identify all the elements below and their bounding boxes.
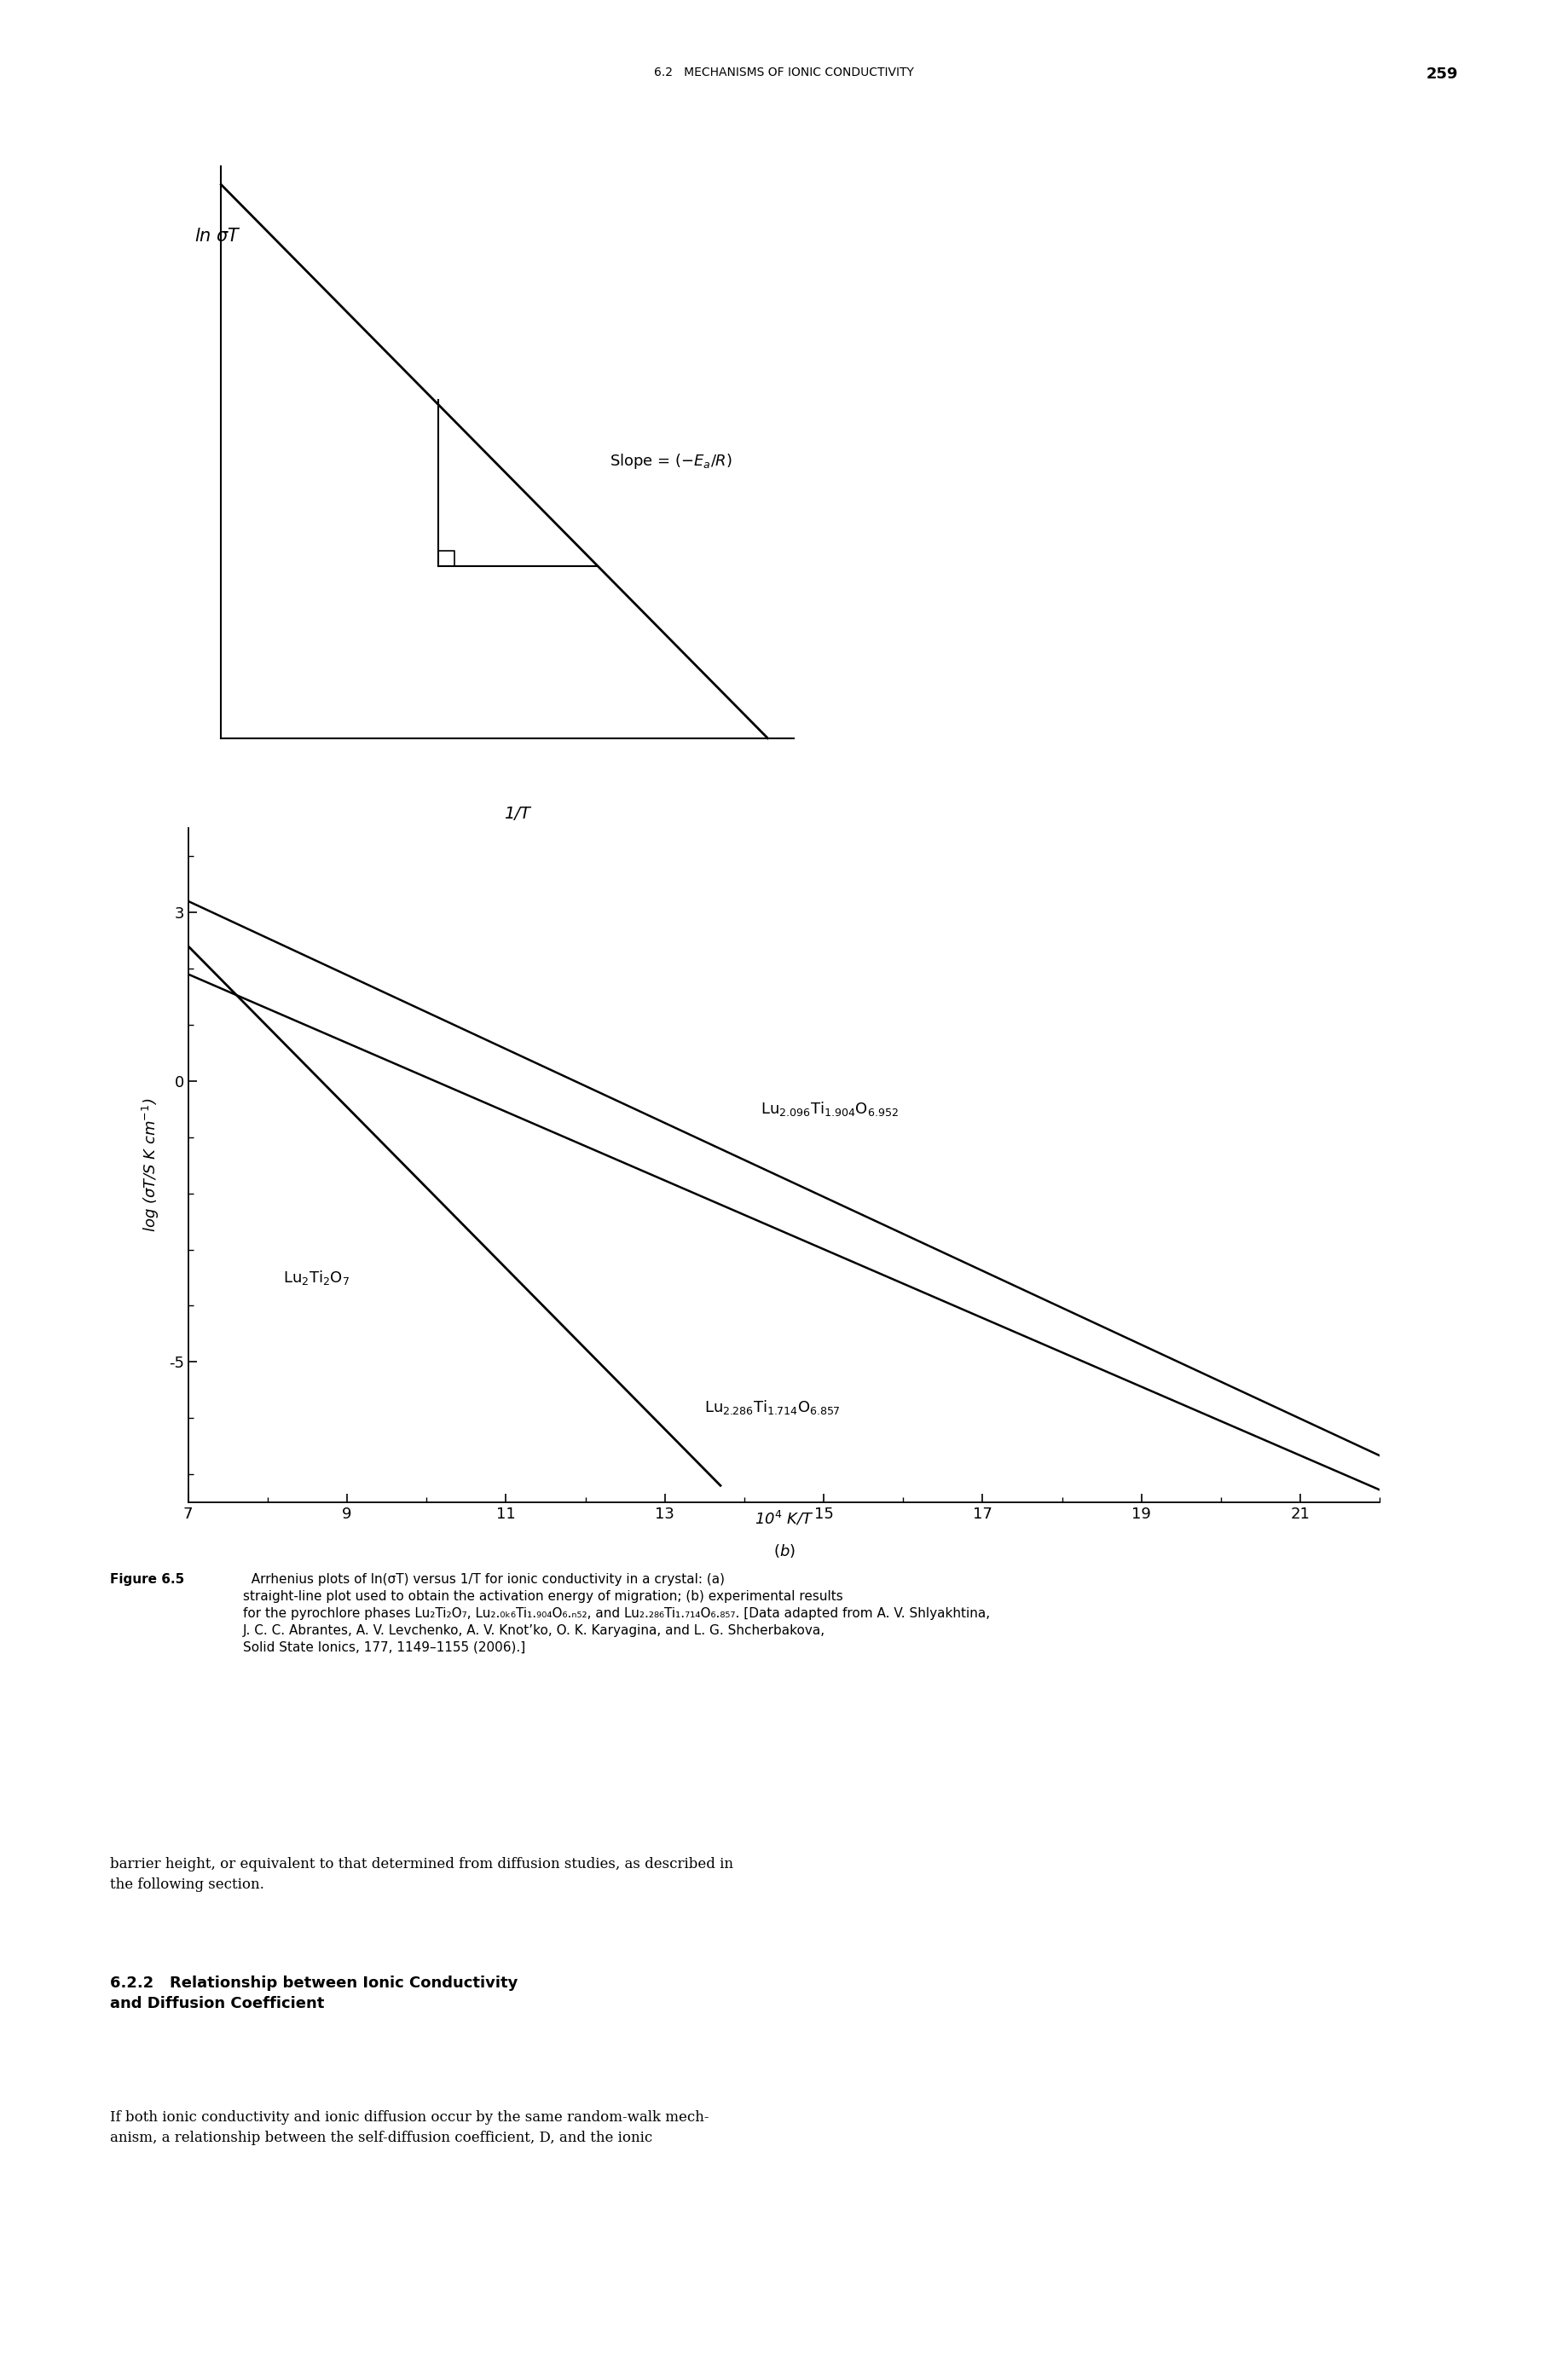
Text: Figure 6.5: Figure 6.5 <box>110 1573 183 1585</box>
Text: ln $\sigma$T: ln $\sigma$T <box>194 227 241 244</box>
Text: Lu$_2$Ti$_2$O$_7$: Lu$_2$Ti$_2$O$_7$ <box>284 1268 350 1287</box>
Text: Lu$_{2.096}$Ti$_{1.904}$O$_{6.952}$: Lu$_{2.096}$Ti$_{1.904}$O$_{6.952}$ <box>760 1100 898 1119</box>
Text: 1/T: 1/T <box>505 807 530 821</box>
Text: 10$^4$ K/T: 10$^4$ K/T <box>754 1510 814 1528</box>
Text: If both ionic conductivity and ionic diffusion occur by the same random-walk mec: If both ionic conductivity and ionic dif… <box>110 2110 709 2146</box>
Text: Slope = ($-E_a/R$): Slope = ($-E_a/R$) <box>610 452 732 471</box>
Text: $(b)$: $(b)$ <box>773 1543 795 1559</box>
Text: (a): (a) <box>506 854 528 871</box>
Text: Arrhenius plots of ln(σT) versus 1/T for ionic conductivity in a crystal: (a)
st: Arrhenius plots of ln(σT) versus 1/T for… <box>243 1573 989 1654</box>
Text: 6.2   MECHANISMS OF IONIC CONDUCTIVITY: 6.2 MECHANISMS OF IONIC CONDUCTIVITY <box>654 66 914 78</box>
Text: 259: 259 <box>1427 66 1458 80</box>
Text: 6.2.2   Relationship between Ionic Conductivity
and Diffusion Coefficient: 6.2.2 Relationship between Ionic Conduct… <box>110 1976 517 2011</box>
Text: barrier height, or equivalent to that determined from diffusion studies, as desc: barrier height, or equivalent to that de… <box>110 1857 732 1893</box>
Y-axis label: log ($\sigma$T/S K cm$^{-1}$): log ($\sigma$T/S K cm$^{-1}$) <box>141 1098 162 1233</box>
Text: Lu$_{2.286}$Ti$_{1.714}$O$_{6.857}$: Lu$_{2.286}$Ti$_{1.714}$O$_{6.857}$ <box>704 1398 840 1415</box>
